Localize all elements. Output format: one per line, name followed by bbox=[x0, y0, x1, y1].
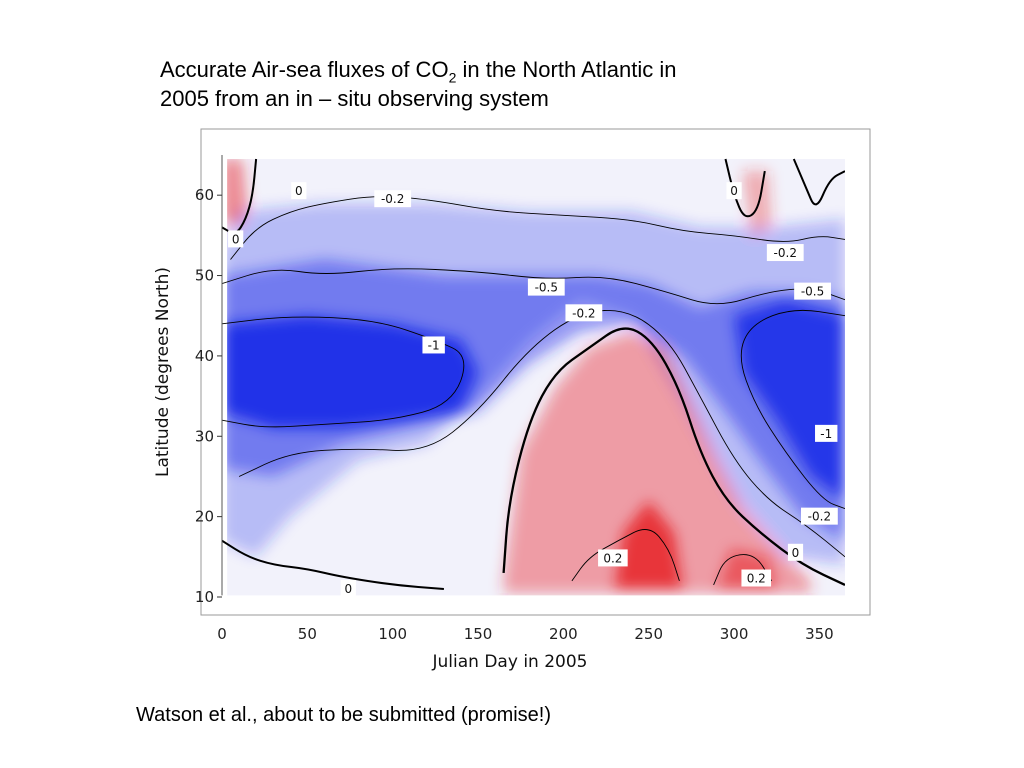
contour-plus02-core bbox=[571, 529, 680, 582]
y-tick-label: 20 bbox=[195, 508, 214, 526]
x-tick-label: 350 bbox=[805, 625, 834, 643]
contour-label: 0.2 bbox=[603, 551, 622, 565]
contour-zero-northeast-edge bbox=[792, 158, 845, 206]
contour-label-box bbox=[340, 579, 356, 597]
contour-label: -0.2 bbox=[572, 306, 595, 320]
contour-label-box bbox=[565, 304, 603, 322]
contour-label-box bbox=[527, 278, 565, 296]
contour-label-box bbox=[787, 543, 804, 561]
heat-red-subtropics bbox=[503, 331, 811, 593]
contour-label-box bbox=[291, 182, 307, 200]
contour-zero-main bbox=[502, 327, 845, 586]
axes: 10 20 30 40 50 60 0 50 100 150 200 250 300 350 bbox=[195, 155, 834, 643]
x-tick-label: 50 bbox=[298, 625, 317, 643]
contour-minus02-north bbox=[230, 196, 845, 260]
heatmap-left-margin bbox=[222, 155, 228, 597]
title-line1-post: in the North Atlantic in bbox=[456, 57, 677, 82]
y-tick-label: 60 bbox=[195, 186, 214, 204]
contour-label: -0.2 bbox=[774, 246, 797, 260]
title-subscript: 2 bbox=[448, 69, 457, 86]
contour-minus1-west bbox=[222, 316, 465, 428]
heat-red-northeast bbox=[742, 171, 772, 236]
contour-label-box bbox=[374, 190, 412, 208]
x-tick-label: 250 bbox=[634, 625, 663, 643]
contour-label: 0 bbox=[295, 184, 303, 198]
contour-label: 0 bbox=[730, 184, 738, 198]
contour-label-box bbox=[726, 182, 742, 200]
x-tick-label: 150 bbox=[464, 625, 493, 643]
contour-zero-northwest bbox=[222, 158, 258, 234]
footnote: Watson et al., about to be submitted (pr… bbox=[136, 704, 552, 726]
contour-label-box bbox=[422, 336, 445, 354]
contour-label-box bbox=[815, 424, 838, 442]
x-tick-label: 300 bbox=[720, 625, 749, 643]
title-line1-pre: Accurate Air-sea fluxes of CO bbox=[160, 57, 449, 82]
title-line2: 2005 from an in – situ observing system bbox=[160, 86, 549, 111]
y-tick-label: 40 bbox=[195, 347, 214, 365]
contour-label-box bbox=[800, 507, 838, 525]
slide-title: Accurate Air-sea fluxes of CO2 in the No… bbox=[160, 55, 800, 113]
x-tick-label: 0 bbox=[217, 625, 227, 643]
contour-label: 0 bbox=[344, 582, 352, 596]
contour-label: 0 bbox=[232, 232, 240, 246]
heat-blue-east bbox=[734, 299, 845, 501]
contour-zero-southwest bbox=[222, 539, 444, 590]
heat-red-core bbox=[614, 500, 683, 589]
heatmap-field bbox=[222, 155, 845, 597]
contour-label: -1 bbox=[820, 427, 832, 441]
heat-blue-west bbox=[222, 315, 478, 429]
contour-plus02-east bbox=[713, 554, 772, 586]
contour-zero-northeast bbox=[724, 158, 766, 218]
x-tick-label: 200 bbox=[549, 625, 578, 643]
heatmap-bottom-margin bbox=[222, 595, 845, 597]
heatmap-blobs bbox=[222, 159, 845, 593]
contour-label: -0.2 bbox=[808, 510, 831, 524]
contour-label: -0.5 bbox=[801, 285, 824, 299]
x-tick-label: 100 bbox=[378, 625, 407, 643]
contour-label-box bbox=[598, 549, 628, 567]
contour-label-box bbox=[794, 282, 831, 300]
contour-label: 0.2 bbox=[747, 572, 766, 586]
contour-labels: 0 -0.2 0 -0.5 -0.2 -1 0 -0.2 -0.5 -1 -0.2 0 0.2 0.2 0 bbox=[228, 182, 838, 597]
heat-red-northwest bbox=[222, 159, 248, 228]
y-tick-label: 30 bbox=[195, 427, 214, 445]
contour-minus1-east bbox=[740, 309, 845, 510]
contour-label: -1 bbox=[428, 338, 440, 352]
contour-minus05-north bbox=[222, 268, 845, 305]
contour-label-box bbox=[741, 569, 772, 587]
y-tick-label: 50 bbox=[195, 267, 214, 285]
contour-label-box bbox=[228, 230, 244, 248]
flux-figure: 10 20 30 40 50 60 0 50 100 150 200 250 300 350 0 -0.2 0… bbox=[145, 122, 875, 677]
y-tick-label: 10 bbox=[195, 588, 214, 606]
contour-label: -0.5 bbox=[535, 281, 558, 295]
y-axis-label: Latitude (degrees North) bbox=[153, 267, 173, 477]
x-axis-label: Julian Day in 2005 bbox=[432, 652, 588, 672]
heatmap-top-margin bbox=[222, 155, 845, 160]
contour-label: 0 bbox=[792, 546, 800, 560]
contour-label-box bbox=[766, 244, 804, 262]
contour-label: -0.2 bbox=[381, 192, 404, 206]
